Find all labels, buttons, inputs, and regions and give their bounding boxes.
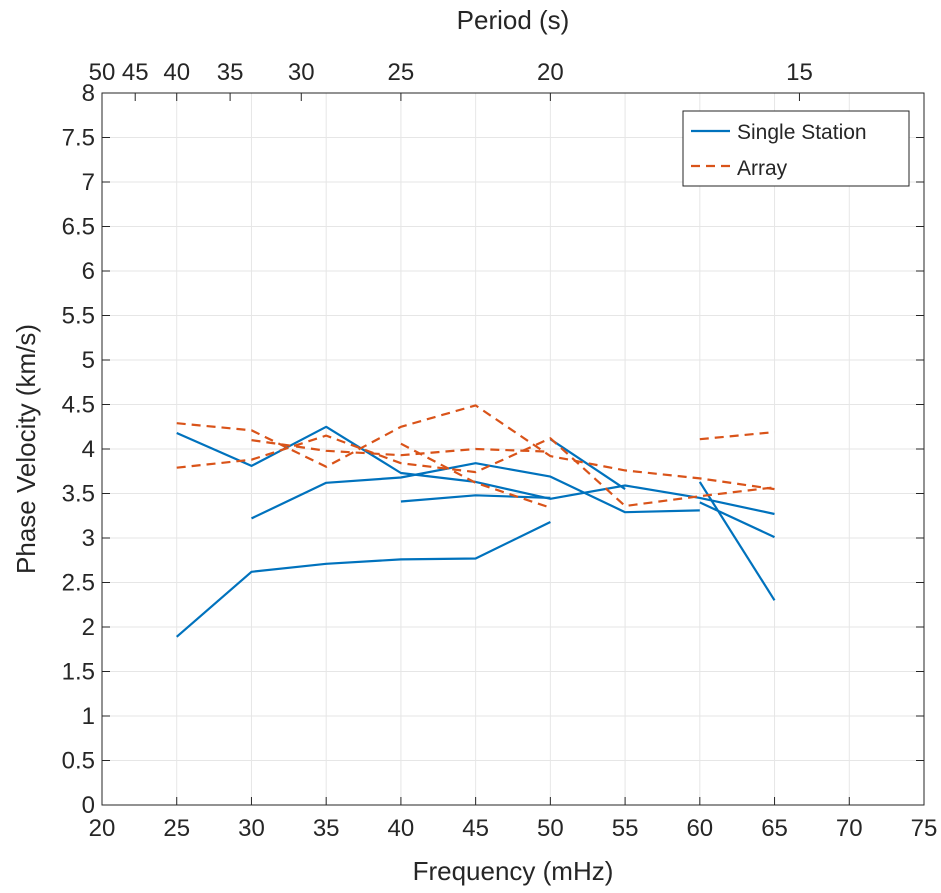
y-tick-label: 4 [82,436,95,463]
top-x-tick-label: 50 [89,59,116,86]
y-tick-label: 4.5 [62,392,95,419]
y-tick-label: 3.5 [62,481,95,508]
single-station-series-line [699,501,775,539]
x-tick-label: 20 [89,815,116,842]
y-tick-label: 0 [82,792,95,819]
y-tick-label: 5.5 [62,303,95,330]
y-tick-label: 2 [82,614,95,641]
x-tick-label: 50 [537,815,564,842]
x-tick-label: 25 [163,815,190,842]
single-station-series-line [698,481,776,601]
top-x-axis-label: Period (s) [457,5,570,35]
y-tick-label: 2.5 [62,570,95,597]
y-tick-label: 0.5 [62,748,95,775]
array-series-line [176,404,775,491]
array-series-line [400,442,551,509]
y-axis-label: Phase Velocity (km/s) [11,324,41,574]
x-tick-label: 45 [462,815,489,842]
x-tick-label: 75 [911,815,938,842]
top-x-tick-label: 20 [537,59,564,86]
x-tick-label: 70 [836,815,863,842]
x-tick-label: 35 [313,815,340,842]
x-tick-label: 55 [612,815,639,842]
array-series-line [176,434,775,508]
series-layer [175,404,776,638]
y-tick-label: 3 [82,525,95,552]
legend-label-array: Array [737,157,788,180]
single-station-series-line [175,521,551,638]
top-x-tick-label: 30 [288,59,315,86]
y-tick-label: 1.5 [62,659,95,686]
top-x-tick-label: 25 [388,59,415,86]
top-x-tick-label: 40 [163,59,190,86]
y-tick-label: 7 [82,169,95,196]
tick-marks [101,92,925,806]
tick-labels: 20 25 30 35 40 45 50 55 60 65 70 7500.511.522.533.5… [62,59,938,842]
y-tick-label: 7.5 [62,125,95,152]
y-tick-label: 1 [82,703,95,730]
top-x-tick-label: 45 [122,59,149,86]
x-tick-label: 60 [686,815,713,842]
x-tick-label: 65 [761,815,788,842]
y-tick-label: 6 [82,258,95,285]
legend-label-single-station: Single Station [737,121,867,144]
legend: Single Station Array [682,110,910,187]
top-x-tick-label: 35 [217,59,244,86]
array-series-line [251,439,551,457]
single-station-series-line [549,438,626,491]
top-x-tick-label: 15 [786,59,813,86]
grid-lines [101,92,925,806]
x-tick-label: 40 [388,815,415,842]
y-tick-label: 8 [82,80,95,107]
legend-box [682,110,910,187]
single-station-series-line [251,462,700,520]
x-tick-label: 30 [238,815,265,842]
x-axis-label: Frequency (mHz) [413,856,614,886]
single-station-series-line [400,494,551,503]
y-tick-label: 6.5 [62,214,95,241]
array-series-line [699,431,775,441]
y-tick-label: 5 [82,347,95,374]
